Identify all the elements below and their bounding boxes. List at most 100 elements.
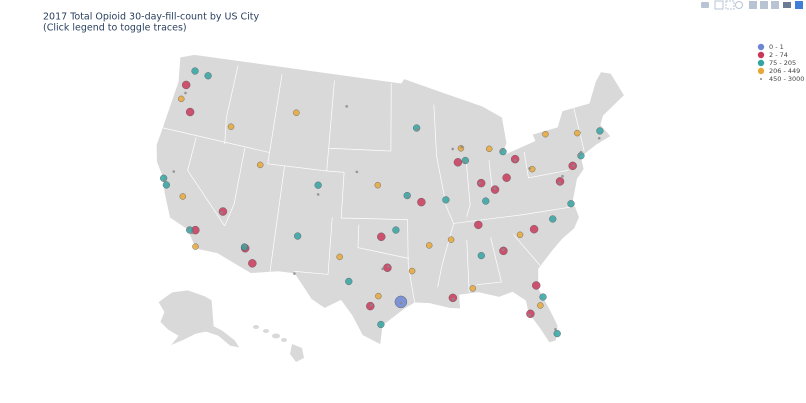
city-marker — [461, 156, 469, 165]
state-line — [187, 137, 225, 227]
state-line — [328, 83, 392, 152]
city-marker — [493, 187, 497, 190]
city-marker — [567, 200, 575, 208]
state-line — [453, 205, 576, 224]
city-marker — [240, 243, 249, 251]
city-marker — [442, 196, 450, 204]
city-marker — [482, 197, 490, 205]
state-line — [269, 166, 285, 277]
legend-swatch — [760, 78, 762, 80]
city-marker — [186, 227, 190, 230]
legend-swatch — [757, 59, 765, 67]
city-marker — [451, 297, 455, 301]
city-marker — [426, 242, 433, 249]
camera-button[interactable] — [701, 2, 709, 8]
state-line — [326, 170, 408, 220]
city-marker — [218, 207, 228, 216]
city-marker — [355, 170, 359, 174]
legend-item[interactable]: 2 - 74 — [757, 51, 788, 59]
city-marker — [572, 164, 575, 167]
city-marker — [529, 224, 539, 234]
city-marker — [293, 272, 296, 275]
city-marker — [381, 267, 384, 271]
state-line — [466, 162, 471, 217]
hawaii — [253, 325, 304, 362]
city-marker — [244, 244, 247, 248]
legend-item[interactable]: 450 - 3000 — [760, 75, 804, 83]
city-marker — [577, 153, 581, 157]
chart-title: 2017 Total Opioid 30-day-fill-count by U… — [43, 12, 259, 23]
city-marker — [377, 232, 386, 241]
city-marker — [387, 265, 390, 268]
city-marker — [474, 220, 483, 230]
city-marker — [248, 259, 257, 268]
city-marker — [501, 248, 505, 252]
city-marker — [178, 95, 185, 103]
city-marker — [477, 251, 485, 260]
city-marker — [528, 167, 531, 170]
city-marker — [345, 105, 348, 108]
pan-button[interactable] — [714, 0, 724, 10]
city-marker — [336, 253, 343, 261]
city-marker — [172, 170, 176, 173]
legend-item[interactable]: 75 - 205 — [757, 59, 796, 67]
city-marker — [561, 174, 564, 178]
modebar — [701, 0, 803, 10]
city-marker — [499, 148, 507, 156]
plotly-logo[interactable] — [795, 1, 803, 9]
city-marker — [526, 309, 535, 319]
city-marker — [204, 72, 212, 80]
legend-swatch — [757, 67, 765, 75]
city-marker — [417, 197, 426, 207]
zoom-out-button[interactable] — [760, 1, 768, 9]
state-line — [274, 74, 283, 119]
city-marker — [383, 263, 392, 272]
city-marker — [179, 193, 187, 200]
box-select-button[interactable] — [725, 0, 735, 10]
city-marker — [469, 285, 476, 292]
zoom-in-button[interactable] — [749, 1, 757, 9]
city-marker — [553, 329, 561, 338]
alaska — [157, 289, 241, 349]
state-line — [224, 65, 239, 145]
city-marker — [366, 301, 375, 311]
points-layer — [160, 67, 604, 338]
state-line — [523, 151, 569, 179]
city-marker — [257, 161, 264, 169]
city-marker — [377, 320, 385, 329]
trace — [163, 91, 601, 331]
city-marker — [460, 145, 463, 149]
legend-item[interactable]: 0 - 1 — [757, 43, 784, 51]
legend-swatch — [757, 51, 765, 59]
city-marker — [413, 124, 421, 132]
reset-button[interactable] — [771, 1, 779, 9]
city-marker — [162, 181, 170, 189]
city-marker — [227, 123, 235, 130]
city-marker — [558, 181, 561, 185]
city-marker — [596, 127, 604, 135]
legend-item[interactable]: 206 - 449 — [757, 67, 800, 75]
city-marker — [447, 236, 455, 243]
state-line — [466, 239, 470, 293]
city-marker — [516, 231, 524, 239]
city-marker — [399, 301, 403, 305]
state-line — [357, 224, 410, 259]
geo-layer — [155, 54, 625, 362]
state-line — [513, 234, 541, 266]
city-marker — [554, 328, 557, 331]
city-marker — [408, 267, 416, 275]
chart-subtitle: (Click legend to toggle traces) — [43, 23, 187, 34]
city-marker — [403, 191, 411, 200]
city-marker — [476, 178, 486, 188]
legend-text: 450 - 3000 — [769, 75, 804, 83]
hover-button[interactable] — [783, 2, 791, 8]
city-marker — [502, 173, 511, 182]
state-line — [407, 219, 416, 303]
city-marker — [597, 136, 601, 140]
city-marker — [191, 67, 199, 75]
lasso-button[interactable] — [735, 1, 743, 9]
city-marker — [478, 181, 481, 185]
city-marker — [555, 177, 565, 186]
city-marker — [392, 226, 400, 234]
legend-text: 2 - 74 — [769, 51, 788, 59]
